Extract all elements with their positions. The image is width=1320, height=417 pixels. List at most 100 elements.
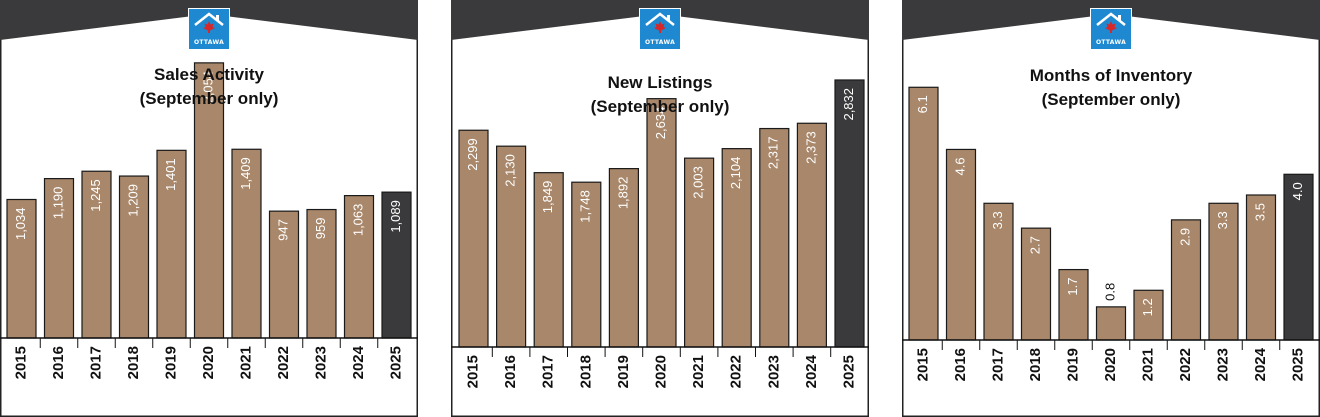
chart-title-line1: Months of Inventory xyxy=(1029,66,1193,85)
sales-activity-chart: 1,034 1,190 1,245 1,209 1,401 2,054 1,409 947 95… xyxy=(0,0,418,417)
bar-2016 xyxy=(495,145,527,348)
data-label: 1,089 xyxy=(388,200,403,233)
chart-title: Months of Inventory (September only) xyxy=(902,64,1320,112)
x-tick-label: 2022 xyxy=(728,355,745,388)
data-label: 1,748 xyxy=(578,190,593,223)
data-label: 1,034 xyxy=(13,207,28,240)
bar-2022 xyxy=(721,148,752,348)
x-tick-label: 2025 xyxy=(387,346,404,379)
bar-2023 xyxy=(306,208,337,339)
bar-2015 xyxy=(6,198,37,339)
data-label: 1,063 xyxy=(350,204,365,237)
data-label: 1,190 xyxy=(50,187,65,220)
data-label: 6.1 xyxy=(915,95,930,113)
chart-title-line2: (September only) xyxy=(139,89,279,108)
x-tick-label: 2024 xyxy=(803,354,820,388)
x-tick-label: 2022 xyxy=(1177,348,1194,381)
x-tick-label: 2018 xyxy=(125,346,142,379)
x-tick-label: 2023 xyxy=(1214,348,1231,381)
bar-2019 xyxy=(608,168,639,348)
chart-title: New Listings (September only) xyxy=(451,71,869,119)
data-label: 2,299 xyxy=(465,138,480,171)
data-label: 1.7 xyxy=(1065,278,1080,296)
x-tick-label: 2019 xyxy=(162,346,179,379)
data-label: 1,892 xyxy=(615,177,630,210)
x-tick-label: 2021 xyxy=(690,355,707,388)
data-label: 1,401 xyxy=(163,158,178,191)
board-logo: OTTAWA xyxy=(1090,8,1132,50)
data-label: 2,003 xyxy=(691,166,706,199)
x-tick-label: 2017 xyxy=(540,355,557,388)
sales-activity-panel: 1,034 1,190 1,245 1,209 1,401 2,054 1,409 947 95… xyxy=(0,0,418,417)
logo-text: OTTAWA xyxy=(1095,39,1127,46)
bar-2016 xyxy=(945,148,977,341)
data-label: 4.0 xyxy=(1290,182,1305,200)
x-tick-label: 2019 xyxy=(1064,348,1081,381)
bar-2020 xyxy=(193,62,225,339)
chart-title: Sales Activity (September only) xyxy=(0,63,418,111)
x-tick-label: 2016 xyxy=(50,346,67,379)
x-tick-label: 2017 xyxy=(87,346,104,379)
bar-2025 xyxy=(381,191,412,339)
x-tick-label: 2017 xyxy=(989,348,1006,381)
x-tick-label: 2023 xyxy=(765,355,782,388)
chart-title-line1: Sales Activity xyxy=(154,65,264,84)
x-tick-label: 2018 xyxy=(1027,348,1044,381)
x-tick-label: 2015 xyxy=(12,346,29,379)
bar-2024 xyxy=(1245,194,1277,341)
data-label: 3.5 xyxy=(1252,203,1267,221)
bar-2017 xyxy=(81,170,112,339)
months-of-inventory-chart: 6.1 4.6 3.3 2.7 1.7 0.8 1.2 2.9 3.3 3.5 4.0 2015 201… xyxy=(902,0,1320,417)
logo-text: OTTAWA xyxy=(193,39,225,46)
chart-title-line2: (September only) xyxy=(590,97,730,116)
x-tick-label: 2020 xyxy=(200,346,217,379)
data-label: 3.3 xyxy=(1215,211,1230,229)
house-maple-leaf-icon xyxy=(1096,12,1126,33)
x-tick-label: 2023 xyxy=(312,346,329,379)
data-label: 2,373 xyxy=(803,131,818,164)
data-label: 2.9 xyxy=(1177,228,1192,246)
board-logo: OTTAWA xyxy=(188,8,230,50)
x-tick-label: 2021 xyxy=(1139,348,1156,381)
header-banner xyxy=(451,0,869,40)
bar-2024 xyxy=(796,122,827,348)
x-tick-label: 2019 xyxy=(615,355,632,388)
x-tick-label: 2015 xyxy=(464,355,481,388)
house-maple-leaf-icon xyxy=(645,12,675,33)
x-tick-label: 2016 xyxy=(502,355,519,388)
data-label: 2,054 xyxy=(200,71,215,104)
data-label: 2,832 xyxy=(841,88,856,121)
new-listings-chart: 2,299 2,130 1,849 1,748 1,892 2,634 2,003 2,104… xyxy=(451,0,869,417)
bar-2019 xyxy=(156,149,187,339)
bar-2017 xyxy=(983,202,1014,341)
house-maple-leaf-icon xyxy=(194,12,224,33)
chart-title-line1: New Listings xyxy=(607,73,713,92)
bar-2019 xyxy=(1058,268,1089,341)
data-label: 2,104 xyxy=(728,157,743,190)
bar-2020 xyxy=(646,98,677,348)
x-tick-label: 2024 xyxy=(350,345,367,379)
bar-2021 xyxy=(1133,289,1164,341)
header-banner xyxy=(902,0,1320,40)
header-banner xyxy=(0,0,418,40)
data-label: 2,634 xyxy=(653,107,668,140)
bar-2018 xyxy=(1020,227,1052,341)
bar-2021 xyxy=(684,157,715,348)
data-label: 2.7 xyxy=(1027,236,1042,254)
x-tick-label: 2025 xyxy=(1289,348,1306,381)
bar-2017 xyxy=(533,172,564,348)
bar-2018 xyxy=(118,175,150,339)
data-label: 1,849 xyxy=(540,181,555,214)
bar-2022 xyxy=(268,210,300,339)
bar-2024 xyxy=(343,195,375,339)
bar-2020 xyxy=(1095,306,1127,341)
data-label: 1,209 xyxy=(125,184,140,217)
x-tick-label: 2025 xyxy=(840,355,857,388)
data-label: 947 xyxy=(275,219,290,241)
x-tick-label: 2021 xyxy=(237,346,254,379)
x-tick-label: 2015 xyxy=(914,348,931,381)
bar-2015 xyxy=(908,86,939,341)
data-label: 2,317 xyxy=(766,137,781,170)
x-tick-label: 2018 xyxy=(577,355,594,388)
data-label: 4.6 xyxy=(952,157,967,175)
